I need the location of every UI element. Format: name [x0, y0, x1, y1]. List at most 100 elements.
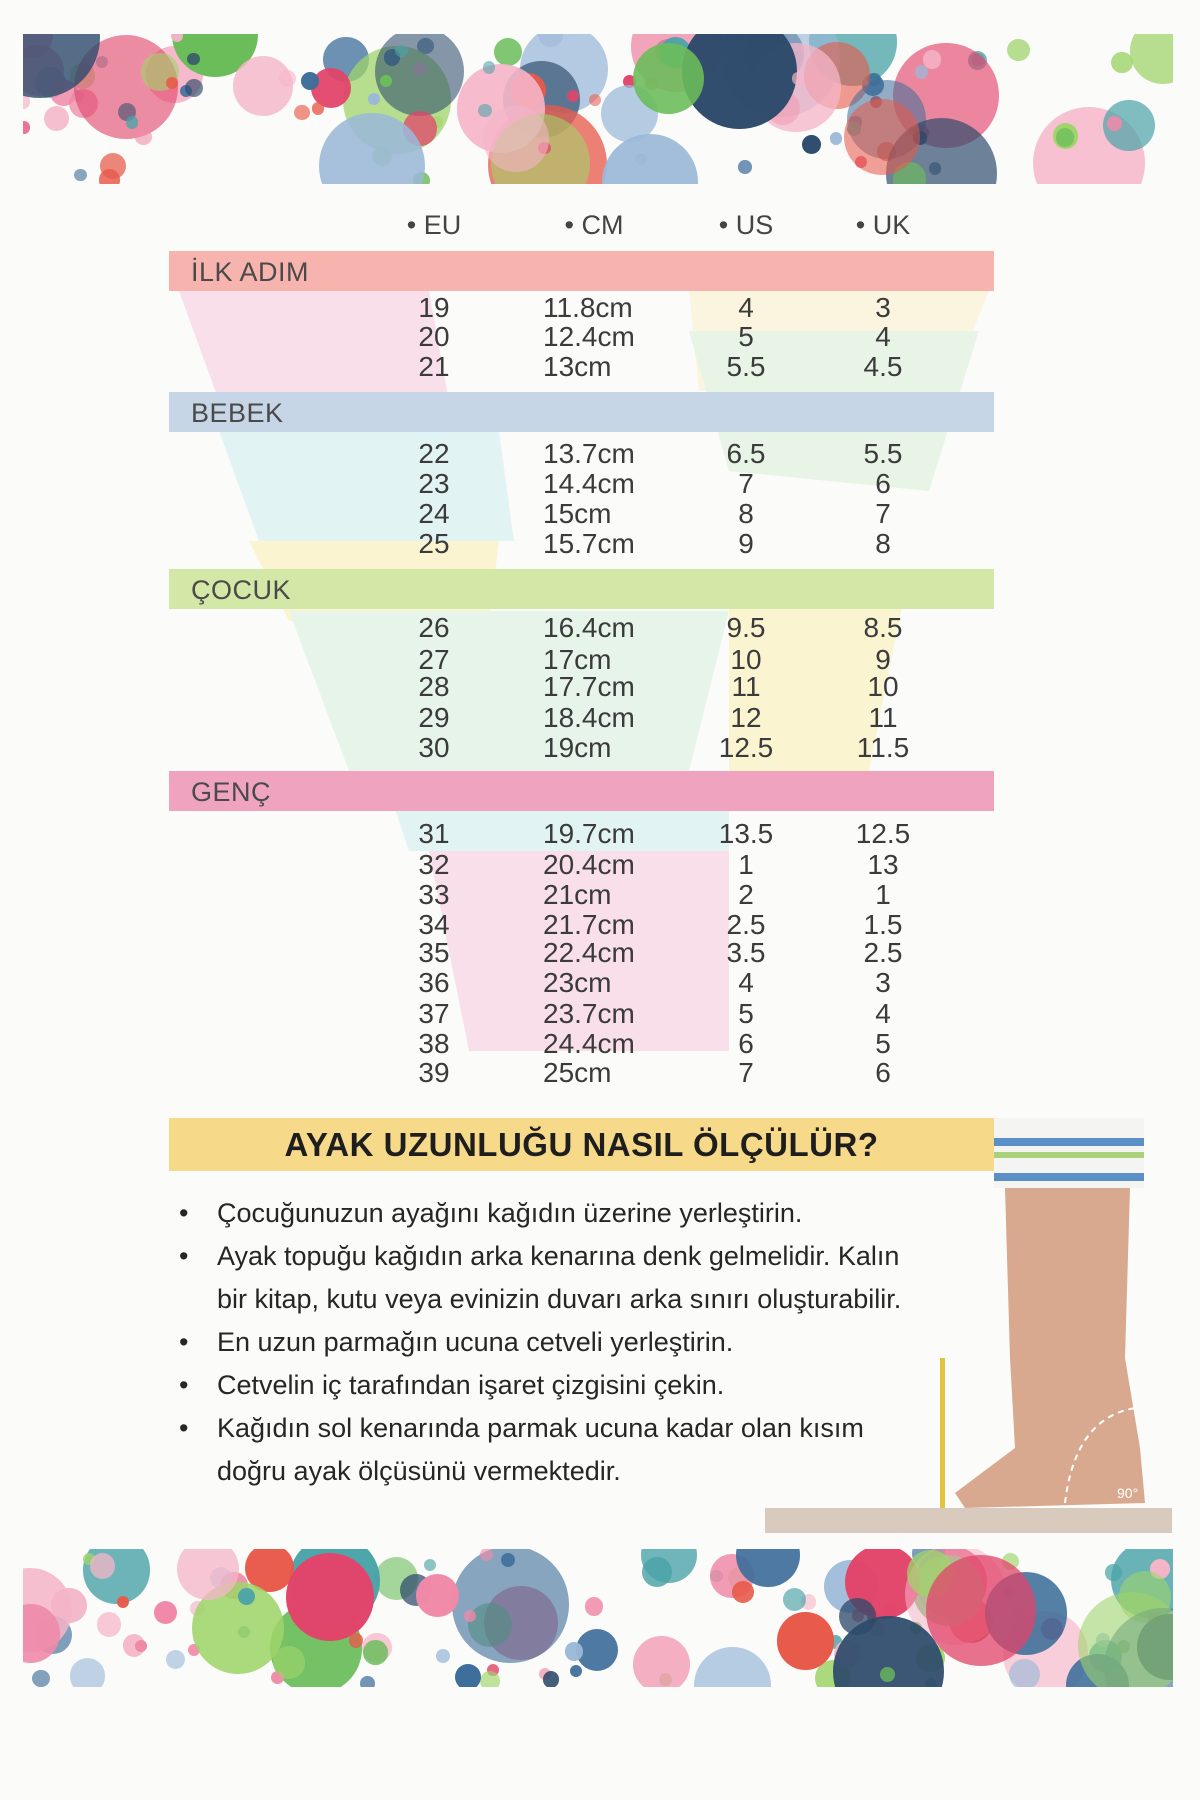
us-size: 6.5: [726, 438, 766, 469]
howto-title: AYAK UZUNLUĞU NASIL ÖLÇÜLÜR?: [284, 1126, 879, 1163]
decorative-dot: [44, 105, 70, 132]
group-band-bebek: BEBEK: [169, 392, 994, 432]
column-header: • UK: [855, 210, 911, 240]
eu-size: 39: [418, 1057, 450, 1088]
us-size: 5: [738, 321, 754, 352]
decorative-dot: [363, 1640, 388, 1665]
instruction-item: Çocuğunuzun ayağını kağıdın üzerine yerl…: [175, 1192, 915, 1235]
us-size: 12: [730, 702, 762, 733]
eu-size: 25: [418, 528, 450, 559]
decorative-dot: [415, 1574, 459, 1617]
decorative-dot: [480, 1549, 493, 1561]
uk-size: 1.5: [863, 909, 903, 940]
decorative-dot: [632, 42, 705, 115]
decorative-dot: [374, 34, 464, 116]
us-size: 7: [738, 1057, 754, 1088]
decorative-dot: [564, 1642, 584, 1662]
cm-length: 13.7cm: [543, 438, 635, 469]
decorative-dot: [463, 1609, 476, 1622]
uk-size: 6: [875, 468, 891, 499]
cm-length: 21.7cm: [543, 909, 635, 940]
eu-size: 19: [418, 292, 450, 323]
uk-size: 8: [875, 528, 891, 559]
group-label: GENÇ: [191, 777, 272, 807]
uk-size: 5.5: [863, 438, 903, 469]
us-size: 5.5: [726, 351, 766, 382]
decorative-dot: [880, 1667, 895, 1682]
uk-size: 11: [868, 702, 898, 733]
decorative-dot: [96, 1612, 122, 1637]
decorative-dot: [926, 1555, 1037, 1666]
decorative-dot: [23, 121, 31, 134]
uk-size: 3: [875, 967, 891, 998]
eu-size: 26: [418, 612, 450, 643]
decorative-dot: [368, 92, 381, 105]
decorative-dot: [537, 34, 563, 47]
uk-size: 4: [875, 321, 891, 352]
uk-size: 12.5: [855, 818, 911, 849]
decorative-dot: [170, 34, 183, 42]
cm-length: 25cm: [543, 1057, 612, 1088]
eu-size: 36: [418, 967, 450, 998]
cm-length: 22.4cm: [543, 937, 635, 968]
decorative-dot: [455, 1663, 481, 1687]
cm-length: 17cm: [543, 644, 612, 675]
decorative-dot: [310, 67, 352, 109]
decorative-dot: [566, 90, 579, 103]
howto-heading: AYAK UZUNLUĞU NASIL ÖLÇÜLÜR?: [169, 1118, 994, 1171]
decorative-dot: [359, 1675, 375, 1687]
cm-length: 15.7cm: [543, 528, 635, 559]
us-size: 4: [738, 292, 754, 323]
us-size: 2.5: [726, 909, 766, 940]
instruction-item: En uzun parmağın ucuna cetveli yerleştir…: [175, 1321, 915, 1364]
uk-size: 2.5: [863, 937, 903, 968]
decorative-dot: [633, 1636, 691, 1687]
uk-size: 11.5: [856, 732, 910, 763]
cm-length: 13cm: [543, 351, 612, 382]
column-header: • US: [718, 210, 774, 240]
cm-length: 19.7cm: [543, 818, 635, 849]
decorative-dot: [272, 1646, 306, 1679]
decorative-dot: [125, 116, 139, 129]
decorative-dot: [89, 1553, 116, 1579]
uk-size: 3: [875, 292, 891, 323]
uk-size: 8.5: [863, 612, 903, 643]
eu-size: 28: [418, 671, 450, 702]
decorative-dot: [923, 50, 942, 69]
decorative-dot: [482, 61, 495, 74]
uk-size: 6: [875, 1057, 891, 1088]
us-size: 9.5: [726, 612, 766, 643]
decorative-dot: [483, 106, 549, 172]
group-band-genc: GENÇ: [169, 771, 994, 811]
instruction-item: Kağıdın sol kenarında parmak ucuna kadar…: [175, 1407, 915, 1493]
decorative-dots-top: [23, 34, 1173, 184]
decorative-dot: [1009, 1658, 1041, 1687]
decorative-dot: [424, 1559, 437, 1572]
eu-size: 37: [418, 998, 450, 1029]
decorative-dot: [829, 132, 843, 145]
decorative-dot: [493, 37, 522, 67]
decorative-dot: [1007, 38, 1030, 62]
decorative-dot: [478, 103, 493, 118]
howto-instructions: Çocuğunuzun ayağını kağıdın üzerine yerl…: [175, 1192, 915, 1493]
decorative-dot: [776, 1612, 834, 1670]
uk-size: 1: [875, 879, 891, 910]
decorative-dot: [802, 135, 822, 154]
eu-size: 33: [418, 879, 450, 910]
eu-size: 21: [418, 351, 450, 382]
us-size: 12.5: [718, 732, 774, 763]
decorative-dot: [187, 52, 200, 66]
decorative-dot: [1078, 1591, 1173, 1687]
decorative-dot: [738, 160, 752, 174]
eu-size: 20: [418, 321, 450, 352]
decorative-dot: [584, 1597, 604, 1616]
us-size: 3.5: [726, 937, 766, 968]
decorative-dot: [300, 71, 320, 90]
column-header: • CM: [564, 210, 624, 240]
decorative-dot: [436, 1649, 451, 1663]
group-band-ilk-adim: İLK ADIM: [169, 251, 994, 291]
group-label: ÇOCUK: [191, 575, 292, 605]
decorative-dot: [576, 1629, 619, 1672]
us-size: 13.5: [718, 818, 774, 849]
decorative-dot: [479, 1670, 500, 1687]
